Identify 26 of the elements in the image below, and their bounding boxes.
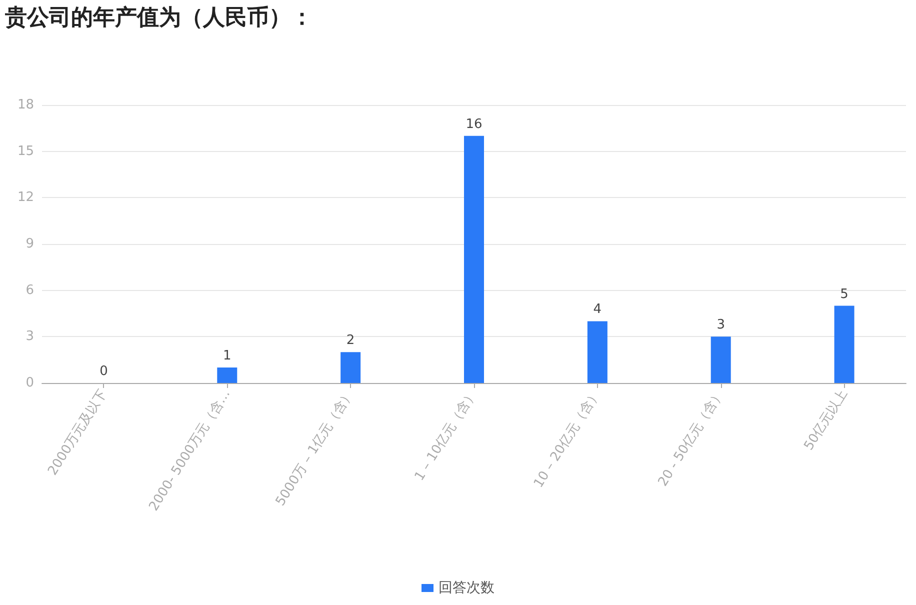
data-label: 4 [593, 302, 602, 318]
data-label: 5 [840, 286, 848, 302]
y-tick-label: 15 [17, 144, 34, 159]
y-tick-label: 18 [17, 98, 34, 112]
bar [340, 352, 361, 383]
y-tick-label: 12 [17, 190, 34, 206]
chart-title: 贵公司的年产值为（人民币）： [4, 4, 313, 30]
data-label: 1 [223, 348, 232, 364]
bar [710, 336, 731, 383]
y-tick-label: 3 [26, 329, 34, 344]
x-tick-label: 50亿元以上 [802, 387, 851, 454]
data-label: 3 [716, 318, 725, 333]
x-tick-label: 20 - 50亿元（含） [656, 387, 728, 490]
y-tick-label: 0 [26, 376, 34, 390]
x-tick-label: 10 – 20亿元（含） [531, 387, 604, 491]
legend-label: 回答次数 [438, 580, 494, 596]
x-tick-label: 1 – 10亿元（含） [412, 387, 480, 484]
data-label: 0 [100, 364, 108, 379]
bar [834, 306, 854, 383]
bar [464, 136, 484, 383]
data-label: 16 [466, 116, 482, 132]
data-label: 2 [346, 333, 355, 348]
bar [587, 321, 608, 383]
y-tick-label: 9 [26, 236, 34, 252]
y-tick-label: 6 [26, 282, 34, 298]
bar [217, 368, 238, 383]
